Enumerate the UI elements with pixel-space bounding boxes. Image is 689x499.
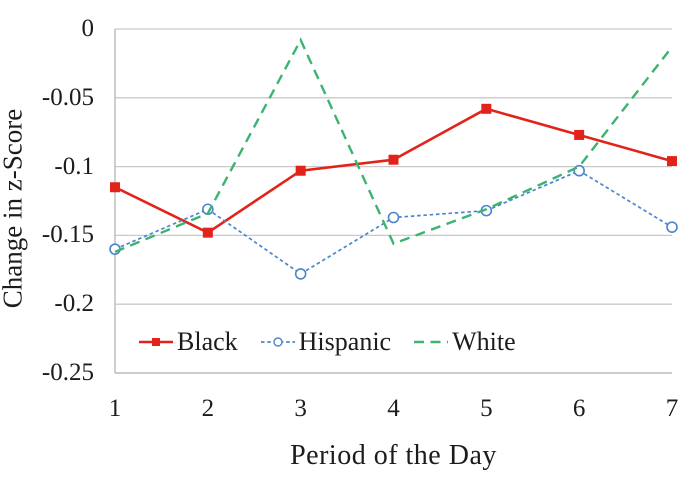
y-tick-label: -0.25 <box>41 359 94 386</box>
y-tick-label: -0.2 <box>54 290 94 318</box>
x-tick-label: 7 <box>665 395 679 422</box>
data-point-marker <box>387 211 400 224</box>
data-point-marker <box>295 165 306 176</box>
x-tick-label: 4 <box>387 395 400 422</box>
x-tick-label: 3 <box>294 395 307 422</box>
x-axis-title: Period of the Day <box>290 440 497 471</box>
data-point-marker <box>574 129 585 140</box>
data-point-marker <box>110 182 120 193</box>
legend-item-hispanic: Hispanic <box>260 328 391 356</box>
y-tick-label: -0.1 <box>54 152 94 180</box>
legend-swatch-icon <box>414 340 449 344</box>
legend-item-black: Black <box>138 328 238 356</box>
data-point-marker <box>667 156 677 167</box>
legend-item-white: White <box>413 328 516 356</box>
data-point-marker <box>294 268 307 280</box>
legend-swatch-icon <box>260 337 295 347</box>
x-tick-label: 2 <box>201 395 215 422</box>
legend: Black Hispanic White <box>138 327 516 357</box>
x-tick-label: 6 <box>572 395 586 422</box>
legend-label: White <box>452 327 516 356</box>
data-point-marker <box>481 103 492 114</box>
y-tick-label: 0 <box>81 15 95 42</box>
data-point-marker <box>388 154 399 165</box>
data-point-marker <box>109 243 121 255</box>
legend-label: Hispanic <box>298 327 392 356</box>
y-axis-title: Change in z-Score <box>0 108 28 309</box>
data-point-marker <box>202 227 213 238</box>
data-point-marker <box>666 221 678 233</box>
series-line-white <box>114 37 673 254</box>
y-tick-label: -0.15 <box>41 221 94 249</box>
legend-label: Black <box>177 327 238 356</box>
x-tick-label: 1 <box>108 395 122 422</box>
x-tick-label: 5 <box>480 395 493 422</box>
y-tick-label: -0.05 <box>41 83 94 111</box>
legend-swatch-icon <box>139 338 173 346</box>
